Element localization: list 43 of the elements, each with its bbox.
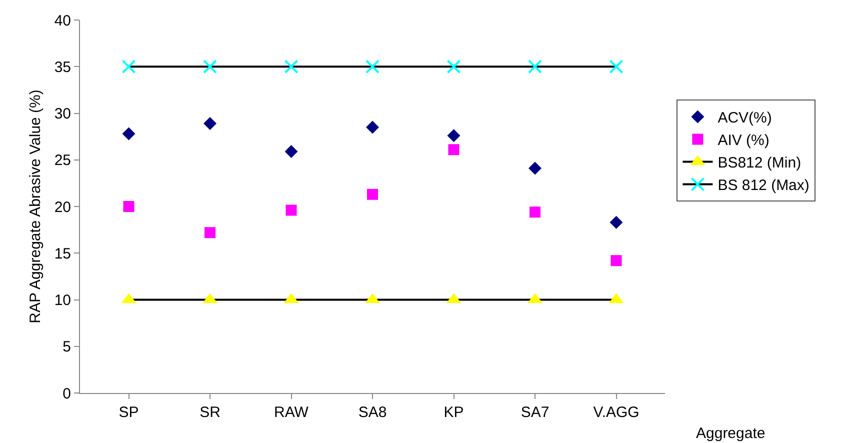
x-tick-label: SA8 [358, 404, 387, 421]
point [446, 60, 461, 74]
legend-label: BS 812 (Max) [718, 177, 810, 194]
point [204, 227, 216, 238]
y-tick-label: 20 [54, 198, 71, 216]
x-tick-label: SA7 [520, 404, 550, 421]
y-tick-label: 25 [54, 152, 71, 170]
legend-label: AIV (%) [718, 132, 770, 150]
y-tick-label: 40 [54, 12, 71, 30]
point [204, 117, 216, 130]
y-tick-label: 5 [62, 338, 71, 356]
point [530, 206, 540, 218]
point [366, 60, 380, 74]
point [286, 204, 297, 216]
y-tick-label: 0 [62, 385, 71, 402]
y-tick-label: 15 [54, 245, 71, 262]
x-tick-label: V.AGG [593, 404, 640, 421]
y-axis-title: RAP Aggregate Abrasive Value (%) [27, 90, 44, 324]
point [122, 127, 136, 140]
point [610, 216, 623, 229]
point [366, 120, 379, 134]
point [122, 60, 136, 74]
point [447, 129, 460, 142]
point [367, 188, 378, 200]
x-tick-label: SR [200, 404, 221, 421]
point [610, 255, 622, 266]
point [528, 162, 542, 175]
x-tick-label: KP [444, 404, 464, 421]
x-tick-label: SP [118, 404, 139, 421]
point [123, 201, 134, 212]
y-tick-label: 30 [54, 106, 71, 122]
point [448, 144, 460, 156]
point [528, 60, 542, 74]
x-axis-title: Aggregate [696, 425, 766, 442]
point [203, 60, 217, 74]
point [284, 144, 298, 158]
y-tick-label: 35 [54, 58, 71, 76]
legend-label: ACV(%) [718, 110, 772, 127]
point [284, 60, 298, 74]
x-tick-label: RAW [274, 404, 310, 421]
point [609, 60, 624, 74]
legend-label: BS812 (Min) [718, 154, 802, 172]
y-tick-label: 10 [54, 292, 71, 309]
